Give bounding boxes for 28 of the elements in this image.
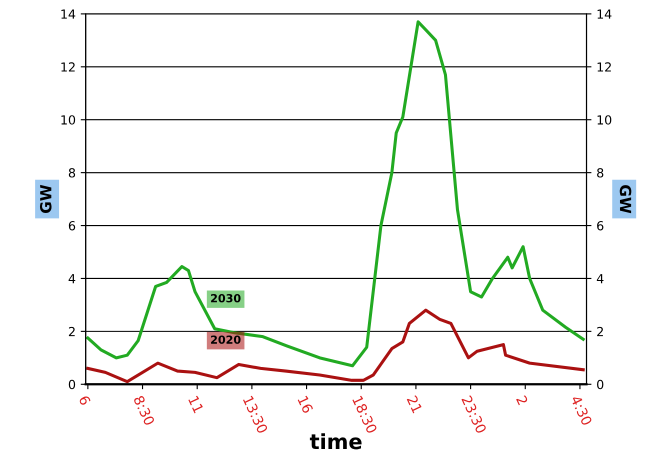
y-axis-title: GW	[40, 184, 52, 214]
x-tick-label: 16	[297, 396, 314, 414]
x-tick-label: 4:30	[570, 394, 593, 426]
series-label: 2020	[211, 335, 241, 344]
y2-tick-label: 4	[596, 274, 604, 284]
y2-tick-label: 0	[597, 380, 604, 390]
y-tick-label: 12	[61, 62, 75, 72]
series-label: 2030	[211, 294, 241, 302]
y2-tick-label: 12	[598, 62, 611, 72]
y-tick-label: 10	[61, 115, 76, 125]
y2-tick-label: 14	[598, 10, 612, 19]
y-tick-label: 14	[61, 10, 76, 19]
y2-tick-label: 6	[597, 221, 604, 230]
x-tick-label: 11	[188, 396, 204, 414]
y2-tick-label: 2	[597, 326, 603, 336]
y-tick-label: 0	[68, 380, 76, 390]
x-tick-label: 2	[516, 395, 528, 406]
y-tick-label: 8	[68, 168, 76, 178]
y-tick-label: 2	[68, 326, 75, 336]
x-tick-label: 8:30	[133, 394, 156, 426]
y-tick-label: 6	[68, 221, 76, 230]
y-tick-label: 4	[68, 274, 76, 284]
x-axis-title: time	[310, 433, 362, 450]
x-tick-label: 6	[78, 394, 91, 406]
y2-axis-title: GW	[620, 185, 632, 214]
y2-tick-label: 10	[598, 115, 612, 125]
x-tick-label: 21	[406, 395, 423, 414]
y2-tick-label: 8	[597, 168, 604, 178]
